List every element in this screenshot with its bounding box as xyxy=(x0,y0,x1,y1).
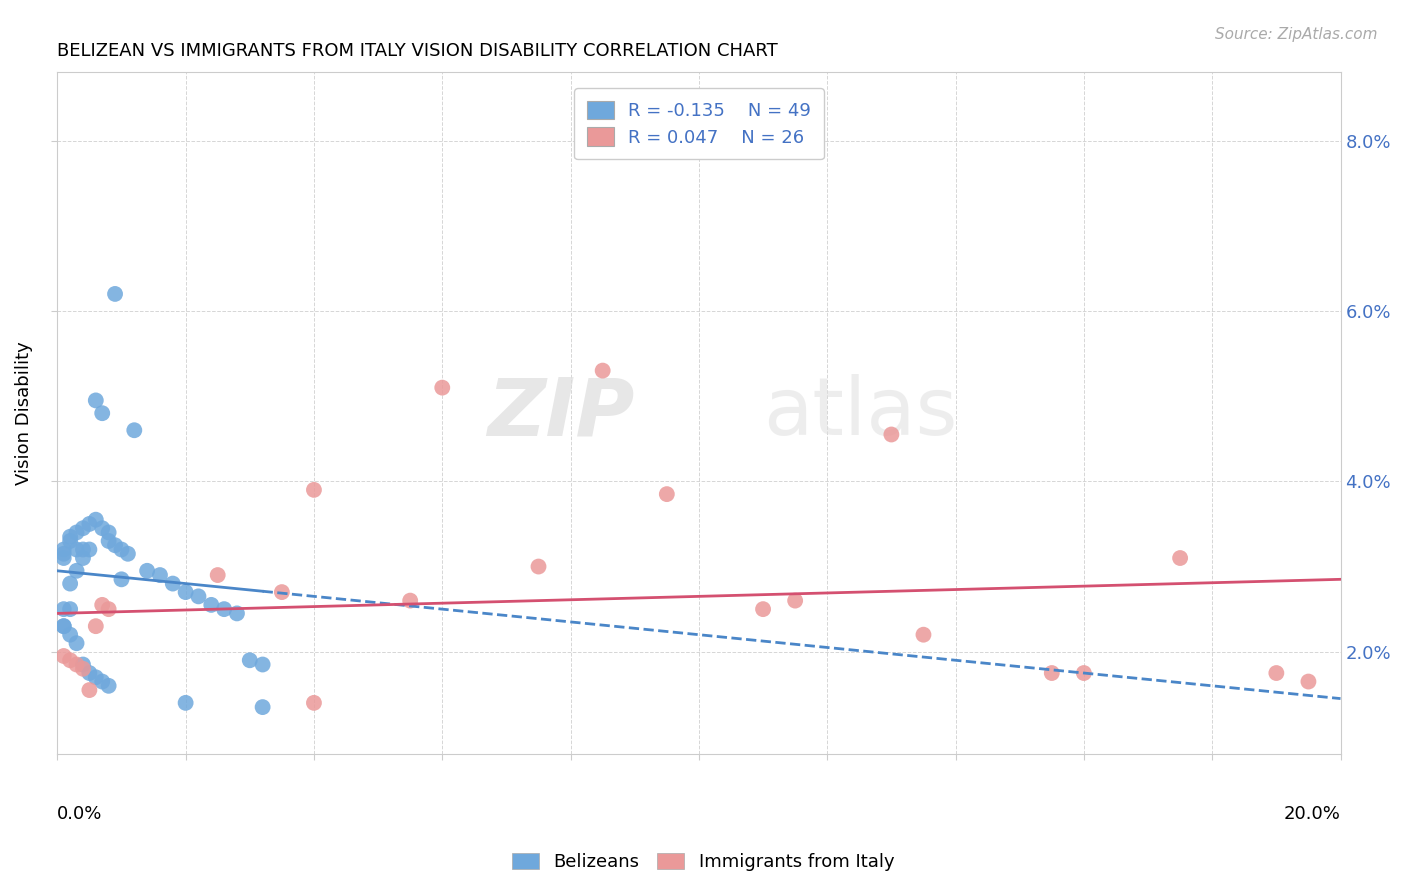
Point xyxy=(52,542,75,557)
Point xyxy=(136,564,159,578)
Point xyxy=(84,393,107,408)
Point xyxy=(79,683,101,698)
Point xyxy=(72,662,94,676)
Point xyxy=(252,700,274,714)
Point xyxy=(912,628,935,642)
Point xyxy=(65,657,87,672)
Point xyxy=(84,670,107,684)
Legend: Belizeans, Immigrants from Italy: Belizeans, Immigrants from Italy xyxy=(505,846,901,879)
Point xyxy=(1040,666,1063,681)
Point xyxy=(432,381,454,395)
Point xyxy=(212,602,235,616)
Point xyxy=(79,516,101,531)
Point xyxy=(252,657,274,672)
Point xyxy=(97,602,120,616)
Point xyxy=(399,593,422,607)
Point xyxy=(97,533,120,548)
Point xyxy=(752,602,775,616)
Point xyxy=(65,636,87,650)
Point xyxy=(1168,551,1191,566)
Point xyxy=(52,547,75,561)
Point xyxy=(302,696,325,710)
Point xyxy=(79,666,101,681)
Point xyxy=(1298,674,1320,689)
Point xyxy=(149,568,172,582)
Point xyxy=(91,598,114,612)
Point xyxy=(880,427,903,442)
Point xyxy=(84,619,107,633)
Point xyxy=(91,674,114,689)
Point xyxy=(104,538,127,552)
Point xyxy=(97,679,120,693)
Point xyxy=(97,525,120,540)
Point xyxy=(187,590,209,604)
Text: 0.0%: 0.0% xyxy=(58,805,103,823)
Point xyxy=(59,628,82,642)
Text: atlas: atlas xyxy=(763,375,957,452)
Point xyxy=(65,525,87,540)
Point xyxy=(124,423,146,437)
Point xyxy=(59,653,82,667)
Point xyxy=(200,598,222,612)
Point xyxy=(527,559,550,574)
Point xyxy=(52,551,75,566)
Point xyxy=(72,521,94,535)
Point xyxy=(785,593,807,607)
Point xyxy=(91,406,114,420)
Point xyxy=(59,576,82,591)
Point xyxy=(174,585,197,599)
Point xyxy=(302,483,325,497)
Point xyxy=(72,551,94,566)
Legend: R = -0.135    N = 49, R = 0.047    N = 26: R = -0.135 N = 49, R = 0.047 N = 26 xyxy=(574,88,824,160)
Point xyxy=(52,648,75,663)
Point xyxy=(59,602,82,616)
Point xyxy=(65,564,87,578)
Point xyxy=(59,533,82,548)
Point xyxy=(59,530,82,544)
Point xyxy=(104,287,127,301)
Point xyxy=(52,602,75,616)
Point xyxy=(65,542,87,557)
Text: BELIZEAN VS IMMIGRANTS FROM ITALY VISION DISABILITY CORRELATION CHART: BELIZEAN VS IMMIGRANTS FROM ITALY VISION… xyxy=(58,42,778,60)
Point xyxy=(110,572,132,586)
Point xyxy=(117,547,139,561)
Point xyxy=(174,696,197,710)
Point xyxy=(72,542,94,557)
Point xyxy=(592,363,614,377)
Text: ZIP: ZIP xyxy=(488,375,634,452)
Point xyxy=(1073,666,1095,681)
Point xyxy=(162,576,184,591)
Point xyxy=(239,653,262,667)
Point xyxy=(270,585,292,599)
Point xyxy=(79,542,101,557)
Point xyxy=(207,568,229,582)
Point xyxy=(226,607,249,621)
Point xyxy=(84,513,107,527)
Point xyxy=(52,619,75,633)
Point xyxy=(72,657,94,672)
Point xyxy=(1265,666,1288,681)
Text: 20.0%: 20.0% xyxy=(1284,805,1340,823)
Point xyxy=(52,619,75,633)
Text: Source: ZipAtlas.com: Source: ZipAtlas.com xyxy=(1215,27,1378,42)
Y-axis label: Vision Disability: Vision Disability xyxy=(15,342,32,485)
Point xyxy=(110,542,132,557)
Point xyxy=(655,487,678,501)
Point xyxy=(91,521,114,535)
